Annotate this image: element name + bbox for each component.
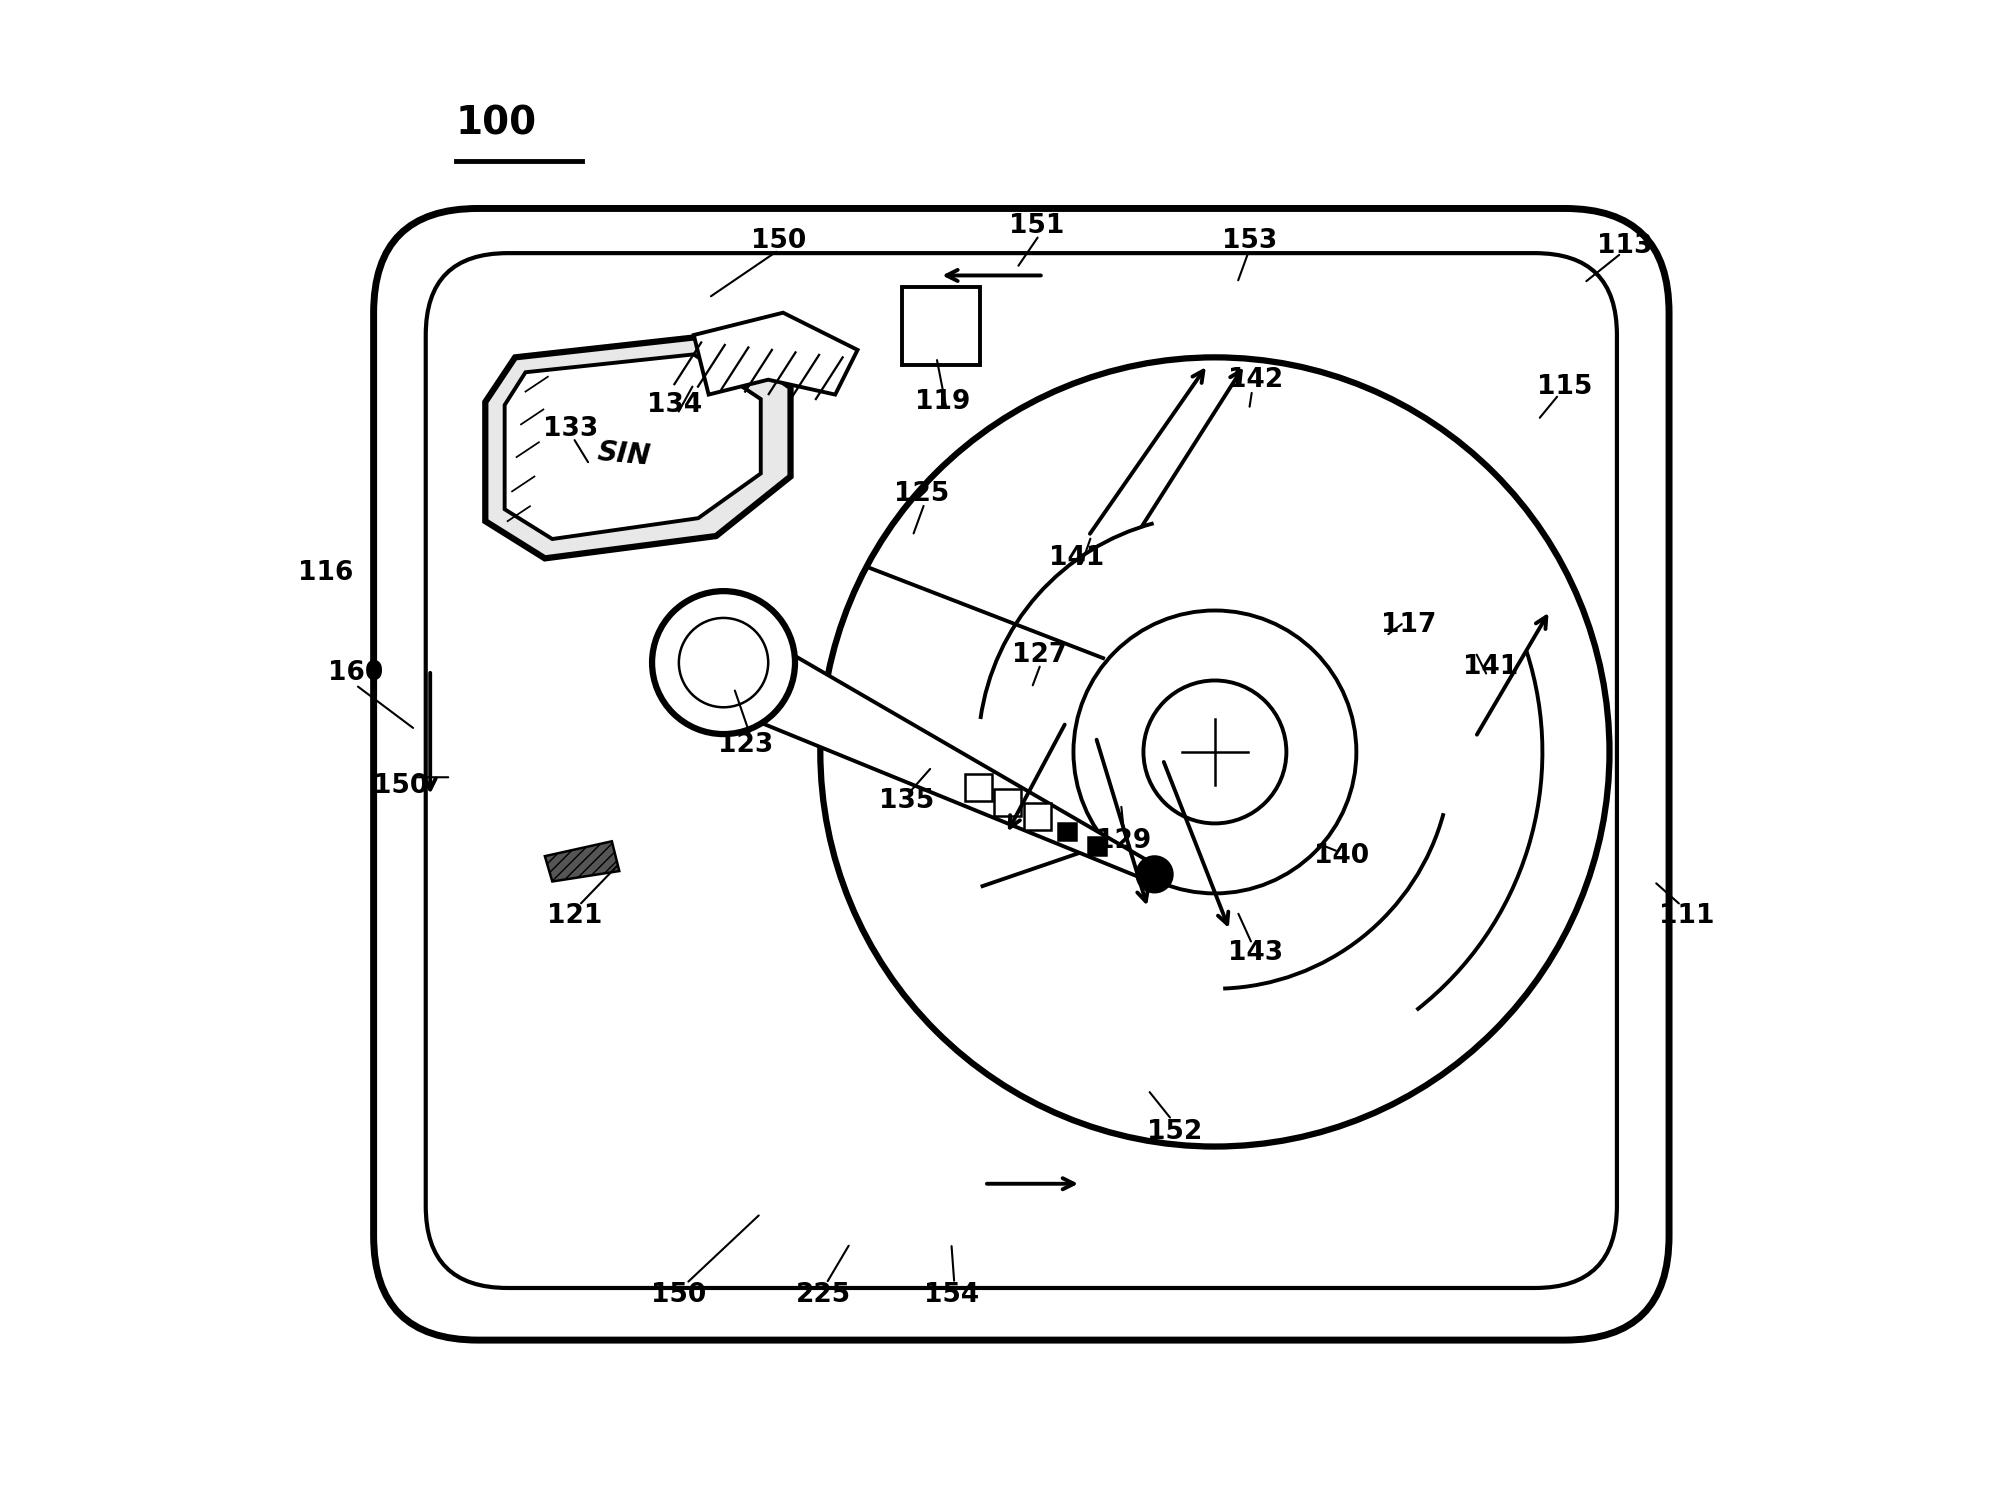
Text: 225: 225 bbox=[795, 1282, 851, 1309]
Text: 119: 119 bbox=[915, 389, 971, 415]
Text: 140: 140 bbox=[1315, 843, 1369, 870]
Text: 129: 129 bbox=[1097, 828, 1151, 855]
Polygon shape bbox=[545, 841, 619, 881]
Text: 143: 143 bbox=[1227, 940, 1283, 966]
Bar bbox=[903, 287, 979, 365]
Text: 160: 160 bbox=[328, 660, 384, 686]
Text: 117: 117 bbox=[1381, 612, 1437, 639]
Text: 111: 111 bbox=[1658, 902, 1714, 929]
Text: 133: 133 bbox=[543, 415, 597, 442]
Bar bbox=[1025, 804, 1051, 831]
Bar bbox=[995, 789, 1021, 816]
Text: 151: 151 bbox=[1009, 213, 1063, 240]
Text: 125: 125 bbox=[893, 481, 949, 508]
Polygon shape bbox=[505, 354, 761, 539]
Circle shape bbox=[679, 618, 767, 707]
Text: 100: 100 bbox=[456, 104, 537, 143]
Bar bbox=[1059, 822, 1077, 840]
Circle shape bbox=[1143, 680, 1287, 823]
Text: 123: 123 bbox=[717, 731, 773, 758]
Bar bbox=[1089, 837, 1107, 855]
Text: 113: 113 bbox=[1596, 232, 1652, 259]
Polygon shape bbox=[693, 313, 857, 395]
Text: 150: 150 bbox=[374, 773, 428, 800]
FancyBboxPatch shape bbox=[374, 208, 1668, 1340]
Circle shape bbox=[1073, 610, 1357, 893]
Text: 115: 115 bbox=[1536, 374, 1592, 401]
Text: 153: 153 bbox=[1221, 228, 1277, 255]
Text: 116: 116 bbox=[298, 560, 354, 587]
Text: 141: 141 bbox=[1049, 545, 1105, 572]
Text: 121: 121 bbox=[547, 902, 601, 929]
Text: SIN: SIN bbox=[595, 438, 651, 471]
Polygon shape bbox=[486, 335, 791, 558]
Text: 154: 154 bbox=[923, 1282, 979, 1309]
Polygon shape bbox=[705, 625, 1151, 879]
Bar bbox=[965, 774, 991, 801]
Text: 150: 150 bbox=[651, 1282, 707, 1309]
Text: 135: 135 bbox=[879, 788, 935, 814]
Text: 127: 127 bbox=[1011, 642, 1067, 669]
Circle shape bbox=[1137, 856, 1173, 892]
Text: 152: 152 bbox=[1147, 1118, 1203, 1145]
Text: 142: 142 bbox=[1227, 366, 1283, 393]
Text: 150: 150 bbox=[751, 228, 807, 255]
Text: 141: 141 bbox=[1463, 654, 1518, 680]
Circle shape bbox=[651, 591, 795, 734]
Circle shape bbox=[821, 357, 1610, 1147]
Text: 134: 134 bbox=[647, 392, 701, 418]
